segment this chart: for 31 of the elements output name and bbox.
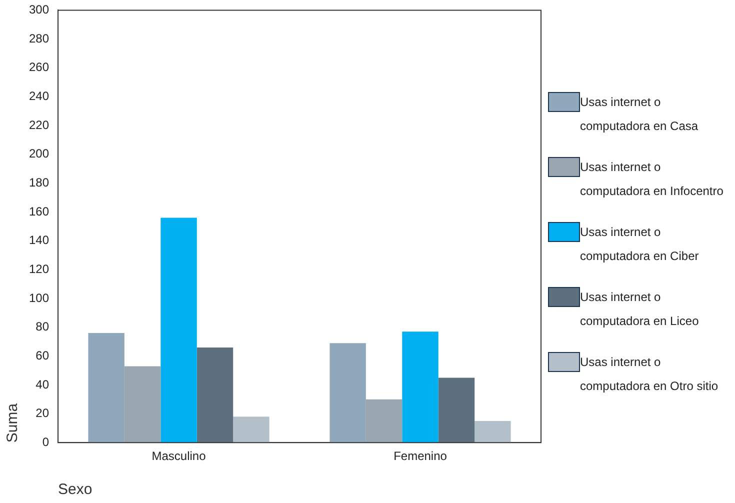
y-tick-label: 260 [28,60,50,74]
y-tick-label: 300 [28,2,50,17]
y-tick-label: 120 [28,262,50,276]
y-tick-label: 40 [36,377,50,392]
x-tick-label: Masculino [152,449,206,464]
legend-label: Usas internet o computadora en Otro sitio [580,354,720,395]
bar [160,218,197,443]
legend-label: Usas internet o computadora en Ciber [580,224,700,265]
y-tick-label: 140 [28,233,50,248]
y-tick-label: 220 [28,118,50,132]
y-tick-label: 100 [28,290,50,305]
y-tick-label: 200 [28,146,50,161]
y-tick-label: 160 [28,204,50,218]
legend-label: Usas internet o computadora en Infocentro [580,159,724,200]
y-axis-title: Suma [4,402,22,443]
y-tick-label: 60 [36,348,50,362]
bar [196,347,234,443]
bar [233,416,270,443]
bar [438,378,475,443]
y-tick-label: 280 [28,31,50,46]
bar [474,420,511,443]
legend-label: Usas internet o computadora en Casa [580,94,700,135]
y-tick-label: 20 [36,406,50,420]
y-tick-label: 180 [28,175,50,190]
x-axis-title: Sexo [58,481,92,498]
y-tick-label: 0 [42,434,50,449]
x-tick-label: Femenino [394,449,448,464]
bar [402,332,438,443]
y-tick-label: 240 [28,88,50,103]
legend-label: Usas internet o computadora en Liceo [580,289,700,330]
y-tick-label: 80 [36,320,50,334]
